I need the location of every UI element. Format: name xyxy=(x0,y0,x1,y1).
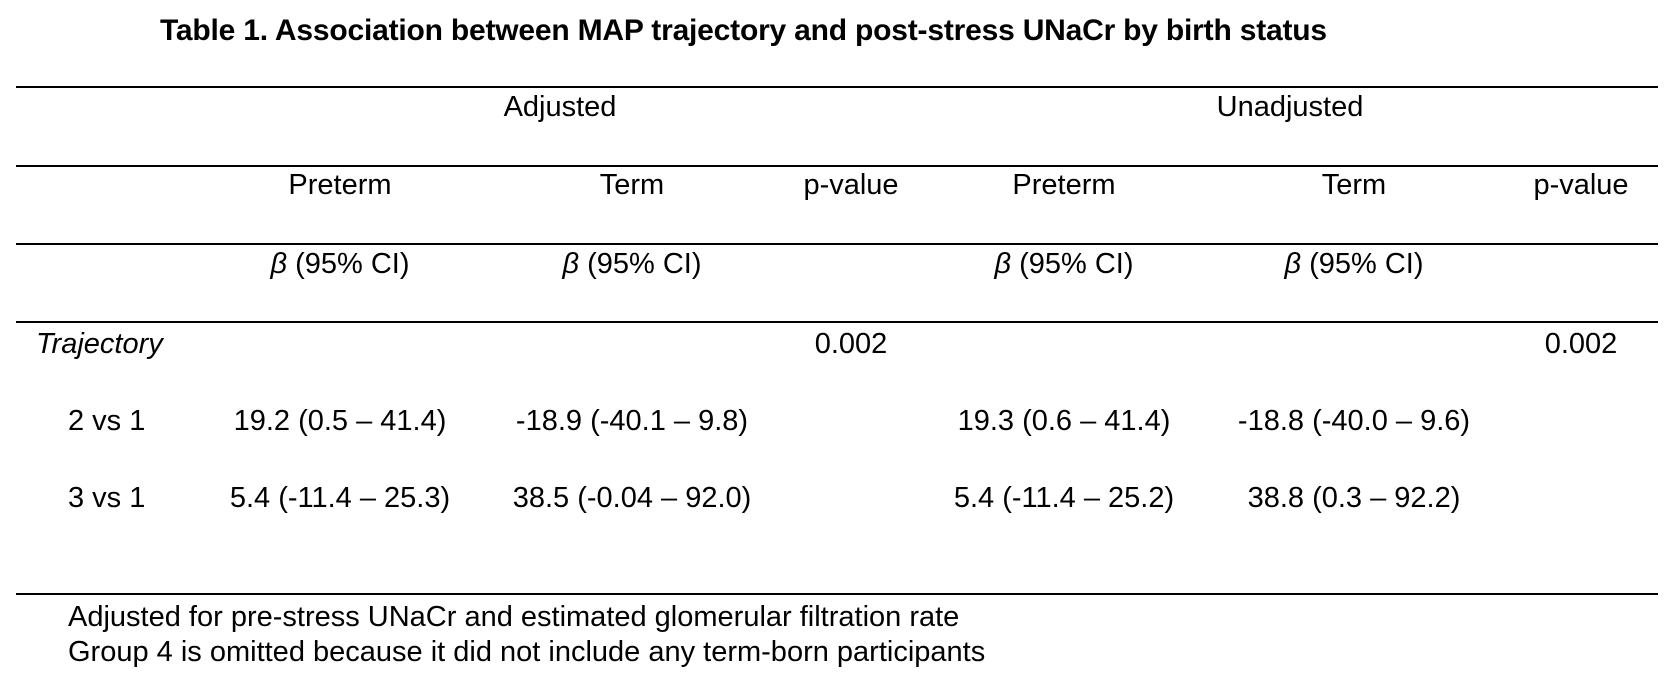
beta-symbol: β xyxy=(1284,248,1302,280)
cell-2vs1-unadjusted-preterm: 19.3 (0.6 – 41.4) xyxy=(957,405,1171,437)
stat-header-unadjusted-preterm: β (95% CI) xyxy=(994,247,1133,281)
column-header-adjusted-preterm: Preterm xyxy=(288,169,392,201)
beta-symbol: β xyxy=(994,248,1012,280)
column-header-unadjusted-term: Term xyxy=(1321,169,1387,201)
beta-symbol: β xyxy=(562,248,580,280)
column-header-unadjusted-preterm: Preterm xyxy=(1012,169,1116,201)
bottom-rule xyxy=(16,593,1658,595)
top-rule xyxy=(16,86,1658,88)
ci-label: (95% CI) xyxy=(579,248,702,280)
row-label-2-vs-1: 2 vs 1 xyxy=(68,405,146,437)
row-label-trajectory: Trajectory xyxy=(36,328,163,360)
column-header-adjusted-term: Term xyxy=(599,169,665,201)
ci-label: (95% CI) xyxy=(1011,248,1134,280)
group-header-rule xyxy=(16,165,1658,167)
group-header-adjusted: Adjusted xyxy=(503,91,617,123)
cell-3vs1-unadjusted-term: 38.8 (0.3 – 92.2) xyxy=(1247,482,1461,514)
cell-trajectory-unadjusted-pvalue: 0.002 xyxy=(1544,328,1618,360)
group-header-unadjusted: Unadjusted xyxy=(1216,91,1364,123)
beta-symbol: β xyxy=(270,248,288,280)
cell-3vs1-adjusted-term: 38.5 (-0.04 – 92.0) xyxy=(512,482,752,514)
stat-header-unadjusted-term: β (95% CI) xyxy=(1284,247,1423,281)
footnote-group-4: Group 4 is omitted because it did not in… xyxy=(68,636,986,668)
cell-3vs1-adjusted-preterm: 5.4 (-11.4 – 25.3) xyxy=(229,482,451,514)
column-header-rule xyxy=(16,243,1658,245)
column-header-adjusted-pvalue: p-value xyxy=(803,169,899,201)
ci-label: (95% CI) xyxy=(1301,248,1424,280)
cell-3vs1-unadjusted-preterm: 5.4 (-11.4 – 25.2) xyxy=(953,482,1175,514)
table-title: Table 1. Association between MAP traject… xyxy=(160,14,1327,47)
cell-2vs1-adjusted-preterm: 19.2 (0.5 – 41.4) xyxy=(233,405,447,437)
cell-2vs1-adjusted-term: -18.9 (-40.1 – 9.8) xyxy=(515,405,749,437)
footnote-adjustment: Adjusted for pre-stress UNaCr and estima… xyxy=(68,601,960,633)
column-header-unadjusted-pvalue: p-value xyxy=(1533,169,1629,201)
stat-header-adjusted-term: β (95% CI) xyxy=(562,247,701,281)
ci-label: (95% CI) xyxy=(287,248,410,280)
cell-2vs1-unadjusted-term: -18.8 (-40.0 – 9.6) xyxy=(1237,405,1471,437)
stat-header-rule xyxy=(16,321,1658,323)
cell-trajectory-adjusted-pvalue: 0.002 xyxy=(814,328,888,360)
row-label-3-vs-1: 3 vs 1 xyxy=(68,482,146,514)
stat-header-adjusted-preterm: β (95% CI) xyxy=(270,247,409,281)
